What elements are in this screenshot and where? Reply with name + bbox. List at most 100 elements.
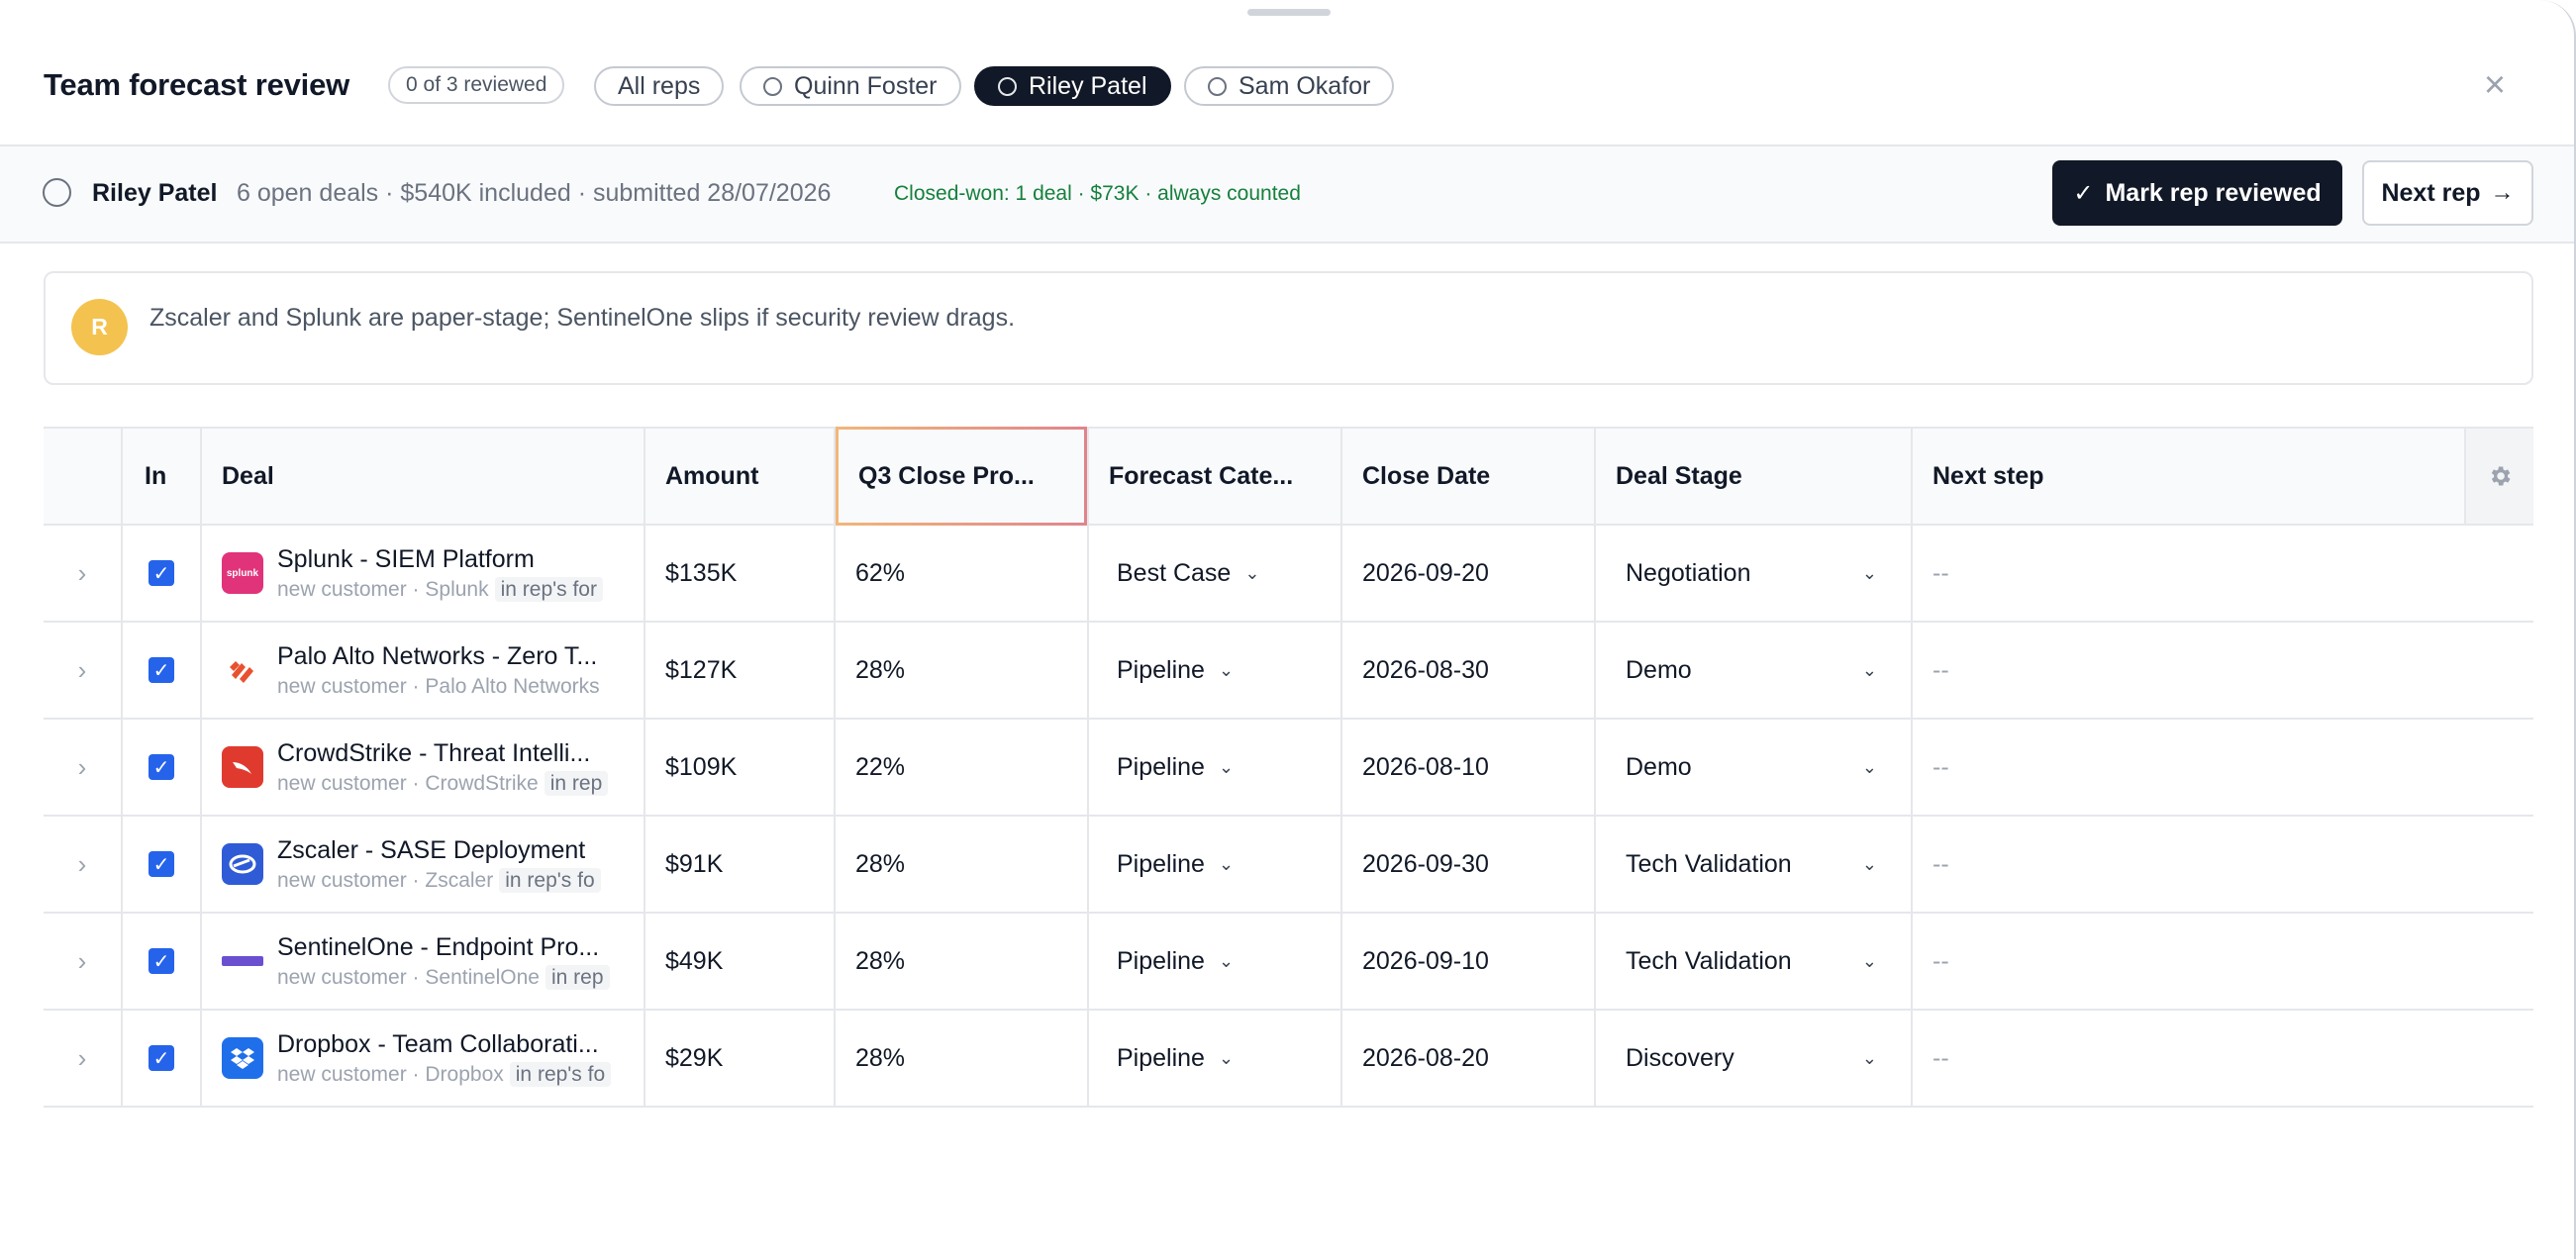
status-ring-icon [1208,76,1227,96]
amount-cell[interactable]: $49K [665,946,724,975]
expand-row-chevron-icon[interactable]: › [77,654,87,685]
deal-stage-select[interactable]: Demo ⌄ [1596,623,1911,718]
amount-cell[interactable]: $135K [665,558,738,587]
next-step-cell[interactable]: -- [1932,849,1949,878]
table-row[interactable]: › ✓ Dropbox - Team Collaborati... new custo… [44,1011,2533,1108]
table-row[interactable]: › ✓ SentinelOne - Endpoint Pro... new custo… [44,914,2533,1011]
amount-cell[interactable]: $109K [665,752,738,781]
column-divider [644,817,645,914]
deal-meta: new customer · SentinelOne [277,965,540,989]
include-checkbox[interactable]: ✓ [149,1045,174,1071]
probability-cell[interactable]: 28% [855,1043,906,1072]
include-checkbox[interactable]: ✓ [149,948,174,974]
deal-cell[interactable]: CrowdStrike - Threat Intelli... new custo… [202,720,644,815]
close-date-cell[interactable]: 2026-09-30 [1362,849,1489,878]
table-row[interactable]: › ✓ Zscaler - SASE Deployment new customer … [44,817,2533,914]
forecast-category-select[interactable]: Pipeline ⌄ [1089,1011,1340,1106]
column-header-deal[interactable]: Deal [222,461,274,490]
filter-all-reps[interactable]: All reps [594,66,725,106]
column-header-amount[interactable]: Amount [665,461,759,490]
deal-stage-select[interactable]: Negotiation ⌄ [1596,526,1911,621]
deal-text: Dropbox - Team Collaborati... new custome… [277,1030,612,1087]
close-date-cell[interactable]: 2026-08-10 [1362,752,1489,781]
deal-cell[interactable]: splunk Splunk - SIEM Platform new customer… [202,526,644,621]
column-divider [1340,1011,1342,1108]
probability-cell[interactable]: 28% [855,849,906,878]
filter-label: All reps [618,71,701,100]
include-cell: ✓ [123,623,200,718]
amount-cell[interactable]: $91K [665,849,724,878]
column-header-deal-stage[interactable]: Deal Stage [1616,461,1742,490]
column-divider [200,817,202,914]
deal-cell[interactable]: Zscaler - SASE Deployment new customer · … [202,817,644,912]
close-icon[interactable]: × [2483,64,2507,106]
amount-cell[interactable]: $127K [665,655,738,684]
include-cell: ✓ [123,914,200,1009]
expand-row-chevron-icon[interactable]: › [77,848,87,879]
column-header-next-step[interactable]: Next step [1932,461,2044,490]
include-checkbox[interactable]: ✓ [149,560,174,586]
deal-stage-select[interactable]: Discovery ⌄ [1596,1011,1911,1106]
filter-riley-patel[interactable]: Riley Patel [974,66,1171,106]
close-date-cell[interactable]: 2026-08-30 [1362,655,1489,684]
next-rep-button[interactable]: Next rep → [2362,160,2533,226]
column-header-in[interactable]: In [145,461,167,490]
next-step-cell[interactable]: -- [1932,946,1949,975]
expand-row-chevron-icon[interactable]: › [77,1042,87,1073]
forecast-category-select[interactable]: Pipeline ⌄ [1089,623,1340,718]
expand-row-chevron-icon[interactable]: › [77,751,87,782]
next-step-cell[interactable]: -- [1932,752,1949,781]
forecast-category-select[interactable]: Pipeline ⌄ [1089,720,1340,815]
column-header-close-date[interactable]: Close Date [1362,461,1491,490]
column-header-forecast-category[interactable]: Forecast Cate... [1109,461,1294,490]
column-divider [200,623,202,720]
gear-icon [2491,466,2511,486]
column-divider [1340,429,1342,524]
deal-subtitle: new customer · Dropbox in rep's fo [277,1061,612,1087]
expand-row-chevron-icon[interactable]: › [77,557,87,588]
deal-name: Palo Alto Networks - Zero T... [277,641,598,670]
column-divider [644,429,645,524]
column-settings-button[interactable] [2464,429,2533,524]
table-row[interactable]: › ✓ Palo Alto Networks - Zero T... new cust… [44,623,2533,720]
next-step-cell[interactable]: -- [1932,655,1949,684]
include-checkbox[interactable]: ✓ [149,851,174,877]
deal-cell[interactable]: SentinelOne - Endpoint Pro... new custome… [202,914,644,1009]
probability-cell[interactable]: 28% [855,655,906,684]
deal-stage-select[interactable]: Tech Validation ⌄ [1596,914,1911,1009]
probability-cell[interactable]: 22% [855,752,906,781]
next-step-cell[interactable]: -- [1932,558,1949,587]
chevron-down-icon: ⌄ [1218,1047,1235,1068]
deal-stage-select[interactable]: Demo ⌄ [1596,720,1911,815]
deal-cell[interactable]: Palo Alto Networks - Zero T... new custom… [202,623,644,718]
column-divider [1340,914,1342,1011]
include-checkbox[interactable]: ✓ [149,754,174,780]
probability-cell[interactable]: 28% [855,946,906,975]
close-date-cell[interactable]: 2026-09-10 [1362,946,1489,975]
drag-handle[interactable] [1247,9,1331,16]
column-header-q3-close-probability[interactable]: Q3 Close Pro... [836,427,1087,526]
close-date-cell[interactable]: 2026-08-20 [1362,1043,1489,1072]
next-step-cell[interactable]: -- [1932,1043,1949,1072]
close-date-cell[interactable]: 2026-09-20 [1362,558,1489,587]
forecast-category-select[interactable]: Pipeline ⌄ [1089,817,1340,912]
mark-rep-reviewed-button[interactable]: ✓ Mark rep reviewed [2052,160,2342,226]
rep-review-status-icon[interactable] [43,178,71,207]
filter-quinn-foster[interactable]: Quinn Foster [740,66,961,106]
column-divider [1087,817,1089,914]
deal-subtitle: new customer · SentinelOne in rep [277,964,610,990]
chevron-down-icon: ⌄ [1218,853,1235,874]
table-row[interactable]: › ✓ CrowdStrike - Threat Intelli... new cus… [44,720,2533,817]
amount-cell[interactable]: $29K [665,1043,724,1072]
forecast-category-select[interactable]: Best Case ⌄ [1089,526,1340,621]
column-divider [121,720,123,817]
table-row[interactable]: › ✓ splunk Splunk - SIEM Platform new custom… [44,526,2533,623]
forecast-category-select[interactable]: Pipeline ⌄ [1089,914,1340,1009]
deal-stage-value: Negotiation [1626,558,1751,587]
filter-sam-okafor[interactable]: Sam Okafor [1184,66,1395,106]
deal-stage-select[interactable]: Tech Validation ⌄ [1596,817,1911,912]
probability-cell[interactable]: 62% [855,558,906,587]
deal-cell[interactable]: Dropbox - Team Collaborati... new custome… [202,1011,644,1106]
include-checkbox[interactable]: ✓ [149,657,174,683]
expand-row-chevron-icon[interactable]: › [77,945,87,976]
